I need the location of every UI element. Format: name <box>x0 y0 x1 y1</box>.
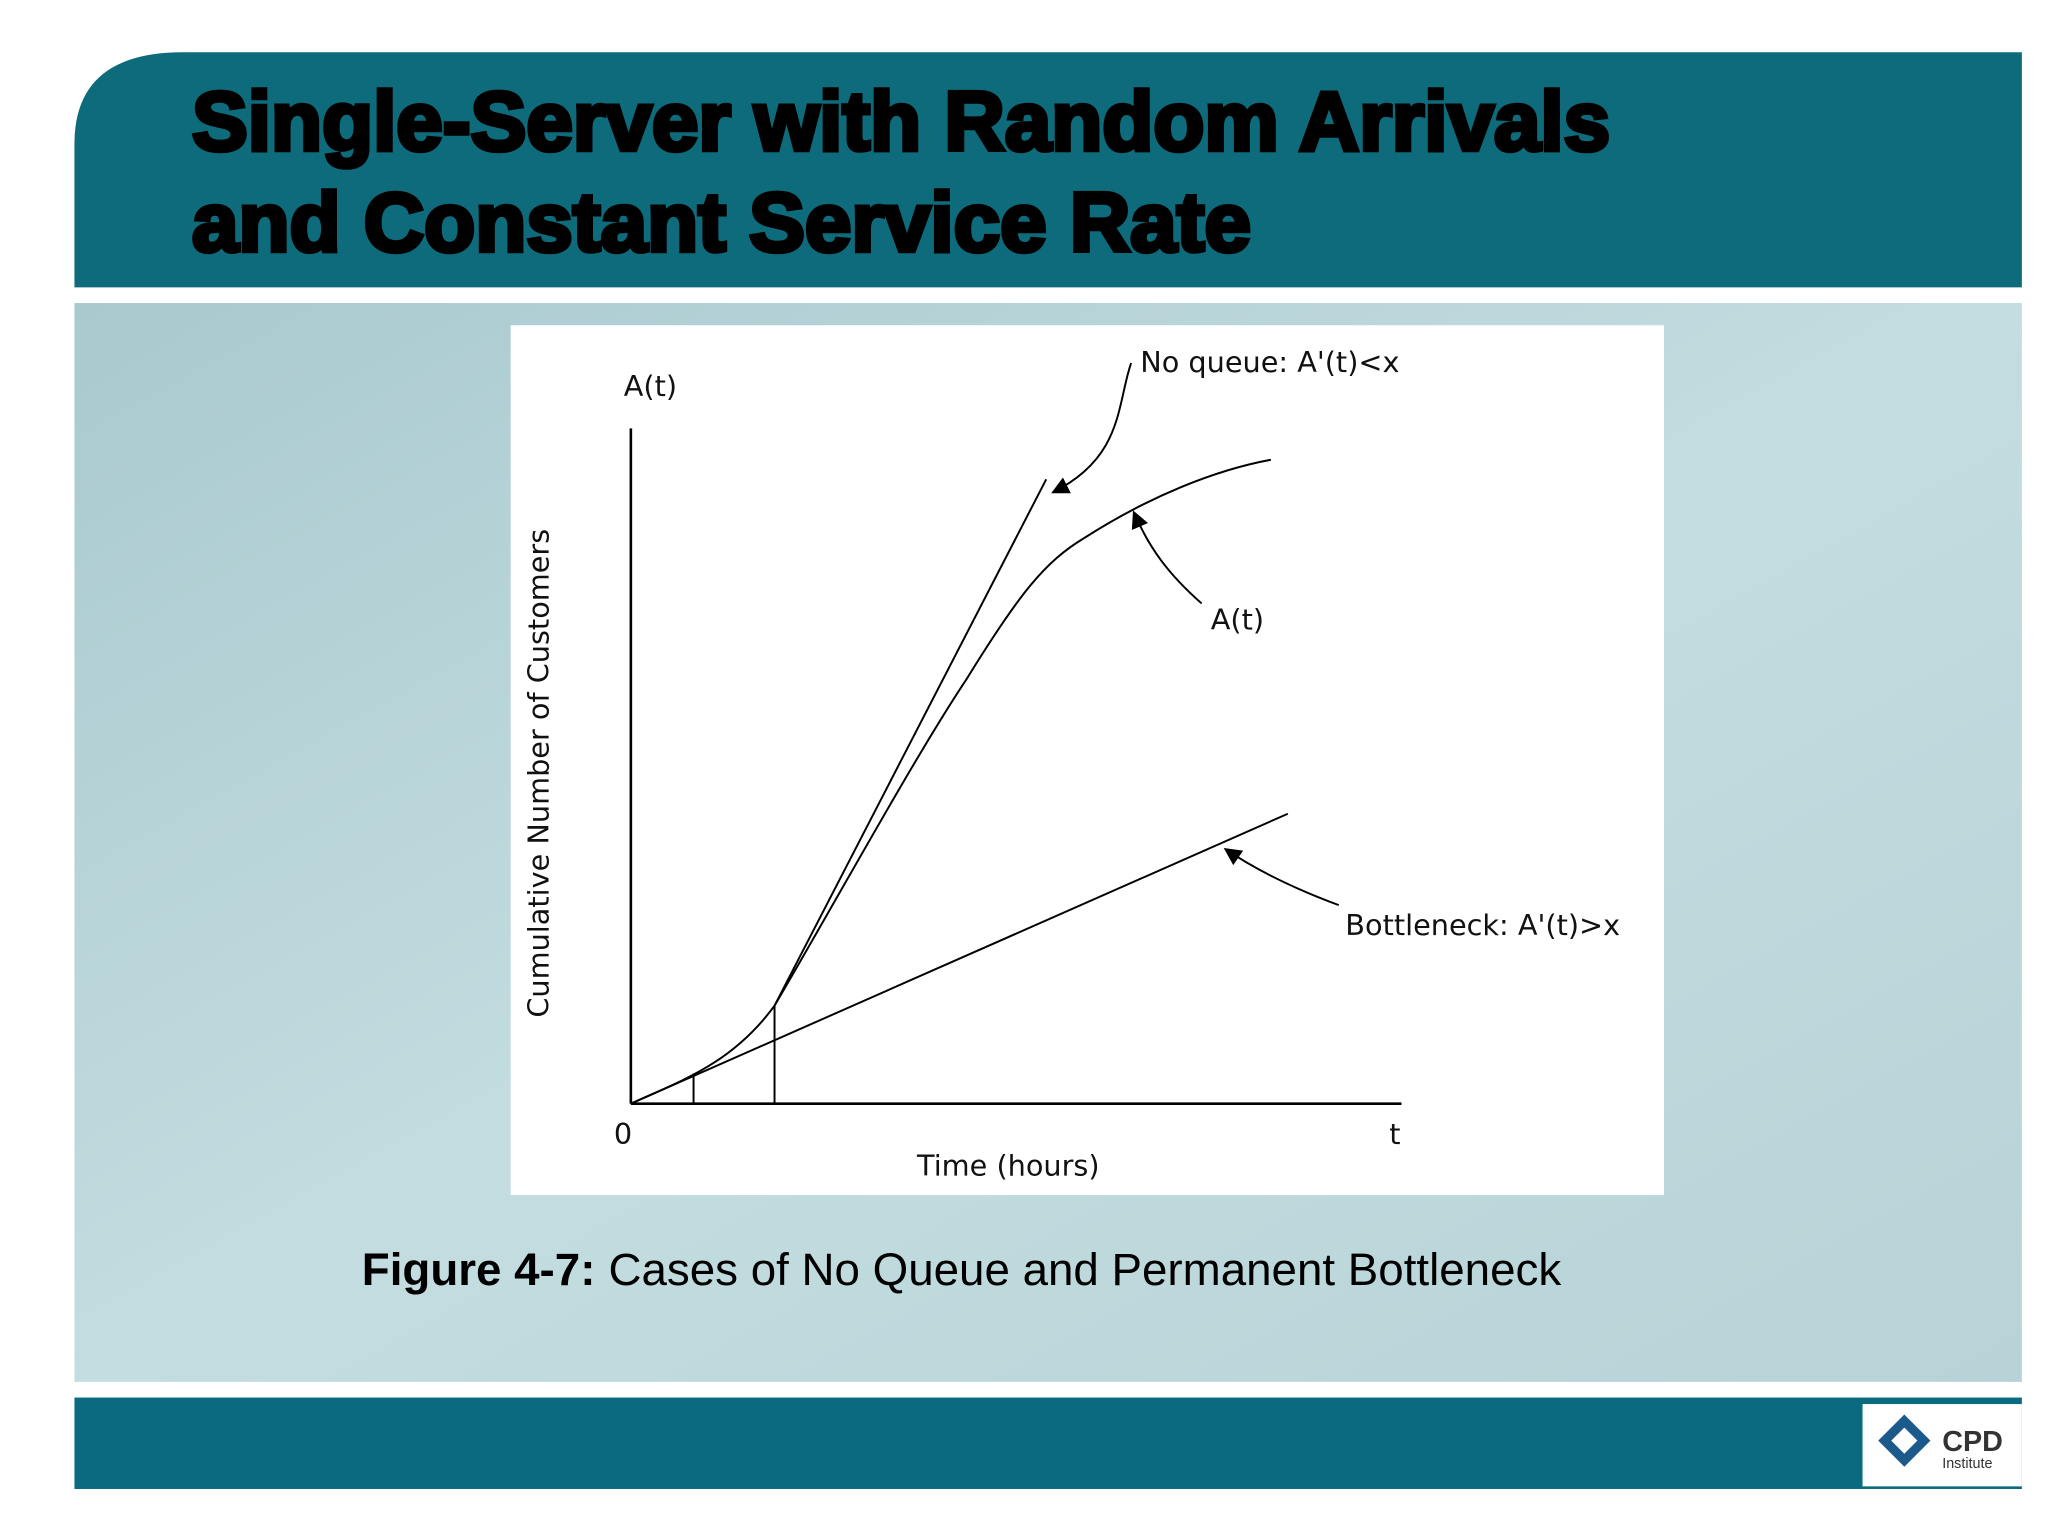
logo-icon-inner <box>1891 1427 1918 1454</box>
figure: A(t) Cumulative Number of Customers 0 t … <box>522 345 1621 1182</box>
title-line: and Constant Service Rate <box>192 175 1251 269</box>
arrow <box>1223 847 1340 907</box>
footer-band <box>74 1397 2022 1489</box>
title-line: Single-Server with Random Arrivals <box>192 74 1610 168</box>
annotation: Bottleneck: A'(t)>x <box>1345 908 1620 942</box>
logo-subtitle: Institute <box>1942 1456 1992 1472</box>
header-band <box>74 52 2022 288</box>
x-axis-title: Time (hours) <box>916 1149 1100 1183</box>
y-axis-title: Cumulative Number of Customers <box>522 529 556 1018</box>
annotation: A(t) <box>1211 603 1264 637</box>
y-axis-top-label: A(t) <box>624 369 677 403</box>
annotation: No queue: A'(t)<x <box>1140 345 1399 379</box>
no-queue-line <box>773 478 1048 1007</box>
arrival-curve <box>630 458 1272 1105</box>
arrow <box>1131 510 1203 605</box>
arrow <box>1051 362 1133 494</box>
figure-panel <box>510 325 1665 1196</box>
bottleneck-line <box>630 812 1289 1105</box>
logo-name: CPD <box>1942 1426 2003 1458</box>
caption-label: Figure 4-7: <box>362 1244 596 1295</box>
caption: Figure 4-7: Cases of No Queue and Permane… <box>362 1244 1562 1295</box>
caption-text: Cases of No Queue and Permanent Bottlene… <box>608 1244 1561 1295</box>
origin-label: 0 <box>614 1117 632 1151</box>
x-axis-end-label: t <box>1389 1117 1400 1151</box>
